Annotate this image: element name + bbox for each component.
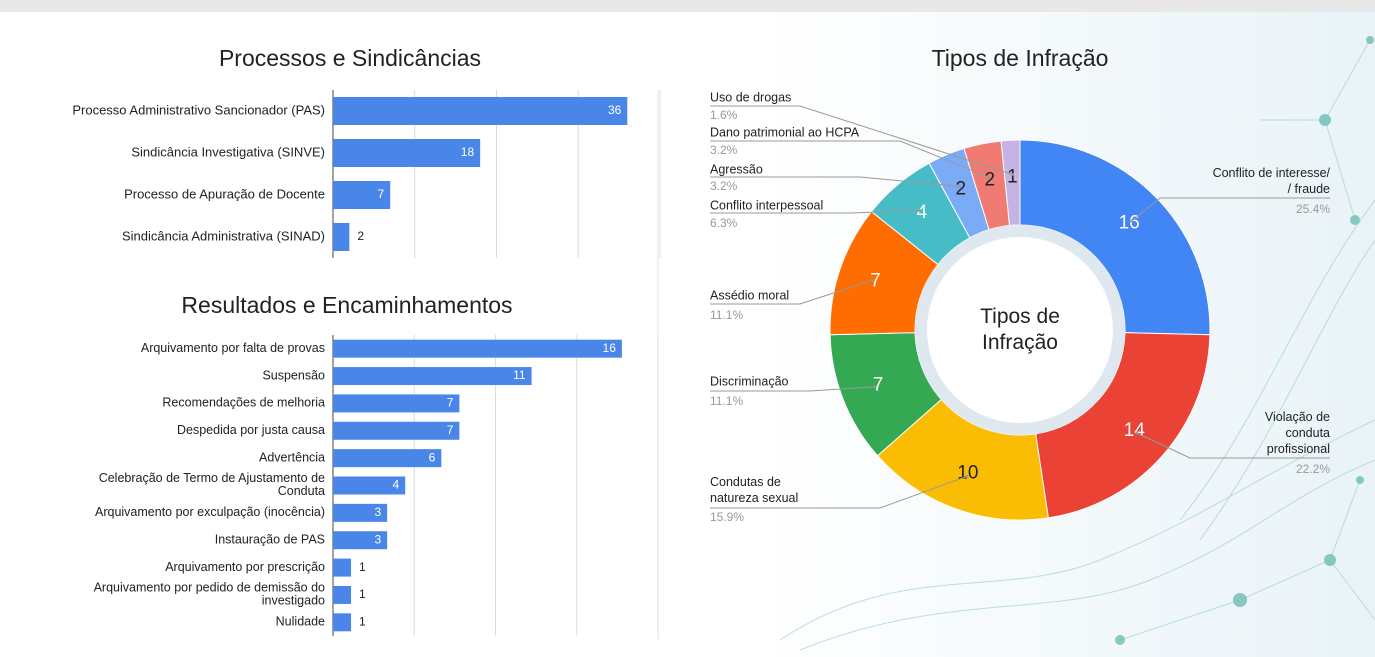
y-tick-label: Arquivamento por prescrição — [165, 560, 325, 574]
y-tick-label: Sindicância Administrativa (SINAD) — [122, 228, 325, 243]
y-tick-label: Suspensão — [262, 368, 325, 382]
bar — [333, 340, 622, 358]
leader-dot — [873, 385, 876, 388]
percent-label: 3.2% — [710, 179, 738, 193]
percent-label: 25.4% — [1296, 202, 1330, 216]
bar — [333, 97, 627, 125]
leader-dot — [988, 176, 991, 179]
value-label: 3 — [374, 505, 381, 519]
leader-dot — [918, 209, 921, 212]
legend-label: Assédio moral — [710, 288, 789, 302]
bar — [333, 613, 351, 631]
legend-label: Uso de drogas — [710, 90, 791, 104]
value-label: 14 — [1124, 420, 1146, 441]
value-label: 7 — [873, 375, 884, 396]
value-label: 36 — [608, 103, 622, 117]
value-label: 1 — [359, 560, 366, 574]
value-label: 16 — [603, 341, 617, 355]
value-label: 4 — [393, 478, 400, 492]
chart-title: Resultados e Encaminhamentos — [181, 292, 512, 318]
value-label: 16 — [1119, 213, 1140, 234]
percent-label: 22.2% — [1296, 462, 1330, 476]
value-label: 2 — [357, 229, 364, 243]
value-label: 1 — [359, 614, 366, 628]
top-bar — [0, 0, 1375, 12]
legend-label: Dano patrimonial ao HCPA — [710, 125, 860, 139]
leader-dot — [958, 185, 961, 188]
value-label: 2 — [984, 170, 995, 191]
bar — [333, 367, 532, 385]
y-tick-label: Nulidade — [276, 615, 325, 629]
value-label: 7 — [447, 396, 454, 410]
y-tick-label: Arquivamento por exculpação (inocência) — [95, 505, 325, 519]
leader-dot — [965, 475, 968, 478]
percent-label: 6.3% — [710, 216, 738, 230]
value-label: 4 — [917, 202, 928, 223]
y-tick-label: Processo de Apuração de Docente — [124, 186, 325, 201]
y-tick-label: Recomendações de melhoria — [162, 396, 325, 410]
y-tick-label: Processo Administrativo Sancionador (PAS… — [72, 102, 325, 117]
percent-label: 11.1% — [710, 394, 743, 408]
leader-dot — [871, 279, 874, 282]
legend-label: Discriminação — [710, 374, 789, 388]
bar — [333, 394, 459, 412]
value-label: 1 — [1007, 167, 1018, 188]
chart-title: Processos e Sindicâncias — [219, 45, 481, 71]
value-label: 10 — [957, 462, 978, 483]
value-label: 2 — [955, 178, 966, 199]
chart-title: Tipos de Infração — [932, 45, 1109, 71]
bar — [333, 223, 349, 251]
percent-label: 11.1% — [710, 308, 743, 322]
bar — [333, 559, 351, 577]
bar — [333, 422, 459, 440]
leader-dot — [1130, 220, 1133, 223]
bar — [333, 586, 351, 604]
y-tick-label: Instauração de PAS — [215, 533, 325, 547]
percent-label: 3.2% — [710, 143, 738, 157]
bar — [333, 449, 441, 467]
y-tick-label: Sindicância Investigativa (SINVE) — [131, 144, 325, 159]
y-tick-label: Despedida por justa causa — [177, 423, 325, 437]
leader-dot — [1135, 432, 1138, 435]
value-label: 11 — [513, 368, 526, 382]
value-label: 3 — [374, 532, 381, 546]
value-label: 7 — [378, 187, 385, 201]
dashboard: Processos e Sindicâncias Processo Adminis… — [0, 0, 1375, 657]
value-label: 6 — [429, 450, 436, 464]
bar — [333, 139, 480, 167]
legend-label: Agressão — [710, 162, 763, 176]
value-label: 1 — [359, 587, 366, 601]
y-tick-label: Advertência — [259, 450, 325, 464]
value-label: 7 — [447, 423, 454, 437]
y-tick-label: Arquivamento por falta de provas — [141, 341, 325, 355]
percent-label: 1.6% — [710, 108, 738, 122]
percent-label: 15.9% — [710, 510, 744, 524]
leader-dot — [1011, 173, 1014, 176]
legend-label: Conflito interpessoal — [710, 198, 823, 212]
value-label: 18 — [461, 145, 475, 159]
